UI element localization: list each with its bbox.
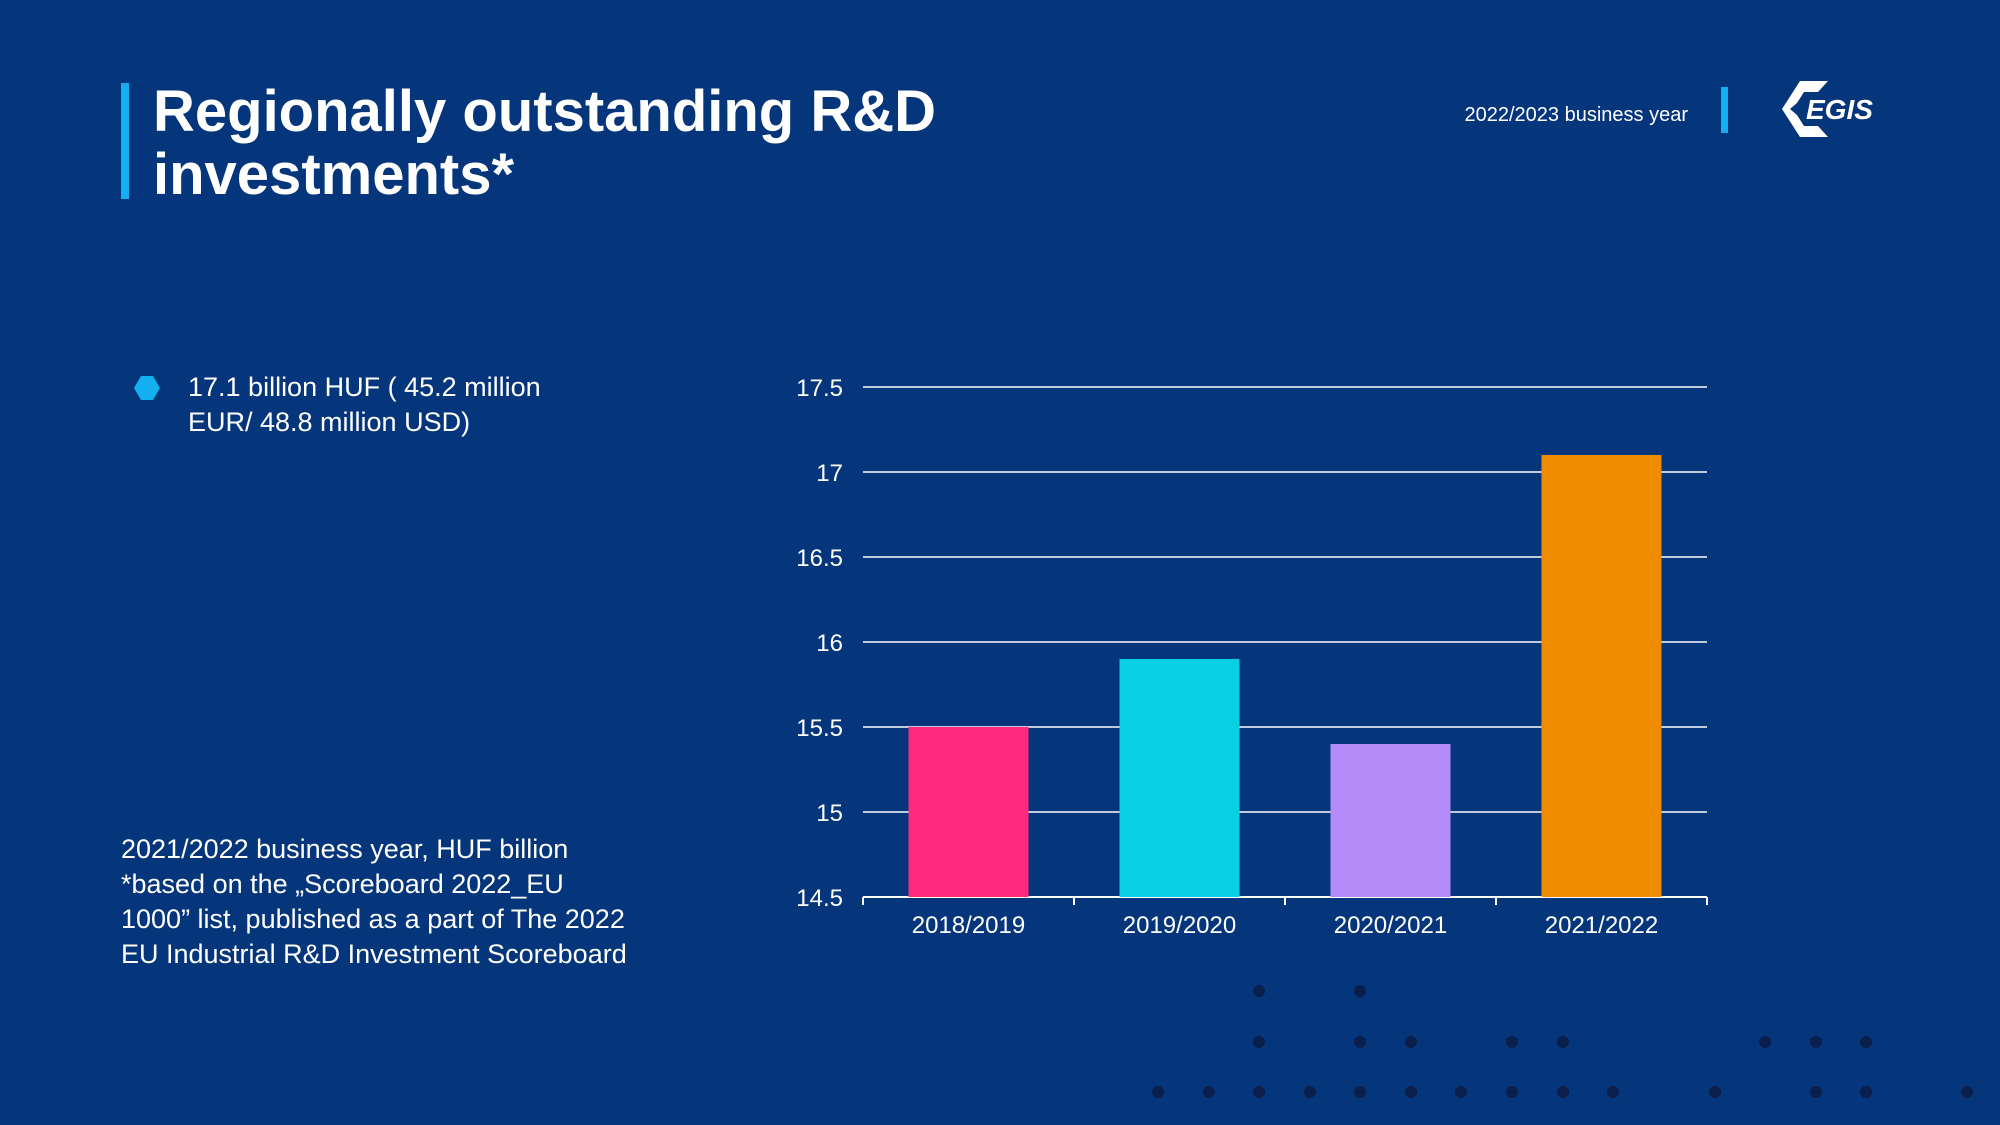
svg-text:EGIS: EGIS	[1806, 94, 1873, 125]
y-tick-label: 16	[816, 630, 843, 657]
decorative-dot	[1810, 1086, 1822, 1098]
decorative-dot	[1557, 1086, 1569, 1098]
decorative-dot	[1607, 1086, 1619, 1098]
page-title-line-1: Regionally outstanding R&D	[153, 79, 936, 144]
y-tick-label: 16.5	[796, 545, 843, 572]
footnote-line-4: EU Industrial R&D Investment Scoreboard	[121, 939, 627, 969]
decorative-dot	[1557, 1036, 1569, 1048]
decorative-dot	[1253, 1036, 1265, 1048]
bar-2020-2021	[1330, 744, 1451, 897]
decorative-dot	[1354, 1036, 1366, 1048]
decorative-dot	[1203, 1086, 1215, 1098]
decorative-dot	[1253, 1086, 1265, 1098]
decorative-dot	[1354, 1086, 1366, 1098]
decorative-dot	[1860, 1086, 1872, 1098]
page-title: Regionally outstanding R&D investments*	[153, 80, 1053, 206]
decorative-dot	[1304, 1086, 1316, 1098]
page-title-line-2: investments*	[153, 142, 515, 207]
business-year-label: 2022/2023 business year	[1464, 104, 1689, 126]
decorative-dot	[1961, 1086, 1973, 1098]
x-tick-label: 2020/2021	[1334, 912, 1447, 939]
bullet-line-1: 17.1 billion HUF ( 45.2 million	[188, 372, 541, 402]
bullet-line-2: EUR/ 48.8 million USD)	[188, 407, 471, 437]
bar-2018-2019	[908, 727, 1029, 897]
footnote: 2021/2022 business year, HUF billion *ba…	[121, 832, 701, 972]
x-tick-label: 2021/2022	[1545, 912, 1658, 939]
y-tick-label: 15.5	[796, 715, 843, 742]
decorative-dot	[1455, 1086, 1467, 1098]
footnote-line-3: 1000” list, published as a part of The 2…	[121, 904, 625, 934]
bullet-text: 17.1 billion HUF ( 45.2 million EUR/ 48.…	[188, 370, 541, 440]
x-tick-label: 2018/2019	[912, 912, 1025, 939]
bar-2019-2020	[1119, 659, 1240, 897]
y-tick-label: 17	[816, 460, 843, 487]
title-accent-bar	[121, 83, 129, 199]
decorative-dot	[1506, 1086, 1518, 1098]
bullet-item: 17.1 billion HUF ( 45.2 million EUR/ 48.…	[134, 370, 574, 440]
bar-2021-2022	[1541, 455, 1662, 897]
hexagon-bullet-icon	[134, 376, 160, 400]
decorative-dot	[1405, 1086, 1417, 1098]
decorative-dot	[1759, 1036, 1771, 1048]
decorative-dot	[1405, 1036, 1417, 1048]
footnote-line-2: *based on the „Scoreboard 2022_EU	[121, 869, 564, 899]
decorative-dot	[1506, 1036, 1518, 1048]
footnote-line-1: 2021/2022 business year, HUF billion	[121, 834, 569, 864]
y-tick-label: 14.5	[796, 885, 843, 912]
x-tick-label: 2019/2020	[1123, 912, 1236, 939]
decorative-dot	[1860, 1036, 1872, 1048]
decorative-dot	[1152, 1086, 1164, 1098]
decorative-dot	[1253, 985, 1265, 997]
y-tick-label: 15	[816, 800, 843, 827]
decorative-dot	[1354, 985, 1366, 997]
decorative-dot	[1810, 1036, 1822, 1048]
egis-logo: EGIS	[1782, 81, 1873, 137]
y-tick-label: 17.5	[796, 375, 843, 402]
decorative-dot	[1709, 1086, 1721, 1098]
header-divider	[1721, 87, 1728, 133]
